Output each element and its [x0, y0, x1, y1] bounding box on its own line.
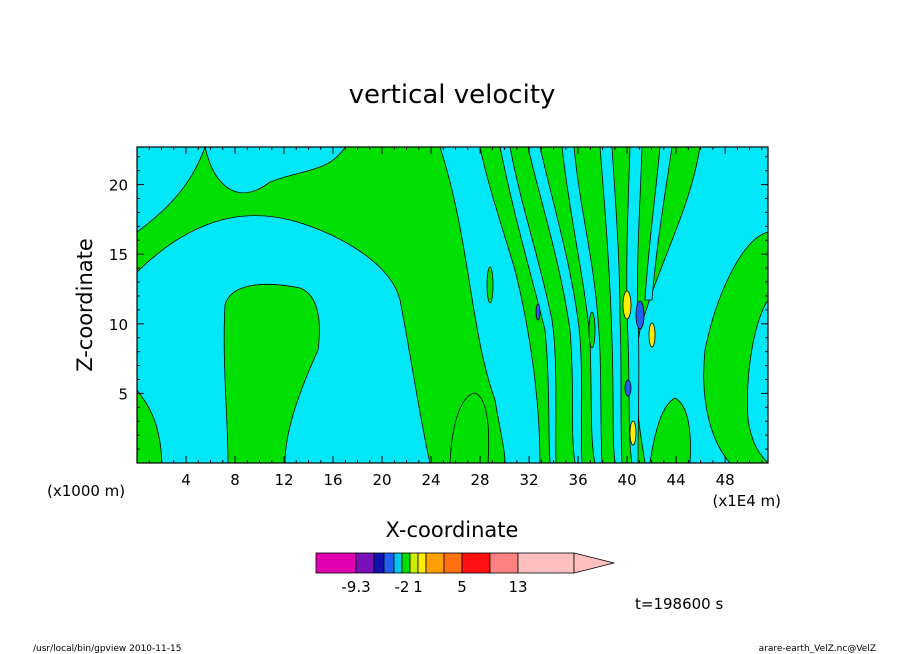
- colorbar-segment: [315, 552, 357, 574]
- plot-frame: [136, 146, 769, 464]
- blob-yellow: [629, 420, 637, 446]
- y-tick-label: 5: [118, 385, 128, 403]
- colorbar-segment: [355, 552, 375, 574]
- blob-blue: [635, 300, 645, 330]
- x-tick-label: 36: [569, 471, 588, 489]
- contour-field: [137, 147, 768, 463]
- x-tick-label: 4: [181, 471, 191, 489]
- x-unit-left: (x1000 m): [47, 482, 125, 500]
- colorbar: -9.3 -2 1 5 13: [315, 552, 615, 596]
- colorbar-segment: [443, 552, 463, 574]
- x-tick-label: 44: [667, 471, 686, 489]
- colorbar-arrow: [573, 552, 615, 574]
- blob-yellow: [648, 322, 656, 348]
- blob-blue: [624, 379, 632, 397]
- blob-green: [486, 266, 494, 304]
- x-tick-label: 20: [373, 471, 392, 489]
- colorbar-segment: [417, 552, 427, 574]
- contour-green-small: [449, 392, 490, 463]
- contour-green-small-right: [649, 397, 691, 463]
- colorbar-segment: [425, 552, 445, 574]
- x-tick-label: 12: [274, 471, 293, 489]
- colorbar-label: 5: [457, 578, 467, 596]
- y-tick-label: 10: [109, 316, 128, 334]
- x-axis-label: X-coordinate: [386, 518, 519, 542]
- blob-yellow: [622, 290, 632, 320]
- colorbar-label: 1: [413, 578, 423, 596]
- footer-right: arare-earth_VelZ.nc@VelZ: [759, 644, 876, 654]
- x-tick-label: 48: [716, 471, 735, 489]
- y-axis-label: Z-coordinate: [73, 238, 97, 372]
- blob-green: [588, 311, 596, 349]
- colorbar-segment: [517, 552, 575, 574]
- colorbar-segment: [383, 552, 395, 574]
- x-tick-label: 16: [323, 471, 342, 489]
- x-tick-label: 24: [422, 471, 441, 489]
- colorbar-label: 13: [508, 578, 527, 596]
- x-tick-label: 28: [471, 471, 490, 489]
- contour-green-lobe: [223, 283, 320, 463]
- x-tick-label: 40: [618, 471, 637, 489]
- x-axis: 4 8 12 16 20 24 28 32 36 40 44 48: [148, 147, 763, 489]
- colorbar-segment: [401, 552, 411, 574]
- colorbar-segment: [393, 552, 403, 574]
- time-label: t=198600 s: [635, 595, 723, 613]
- contour-cyan-streaks: [499, 147, 673, 463]
- contour-cyan-corner: [137, 147, 206, 233]
- y-tick-label: 15: [109, 246, 128, 264]
- x-unit-right: (x1E4 m): [712, 492, 781, 510]
- y-axis: 5 10 15 20: [109, 156, 768, 450]
- blob-blue: [535, 303, 541, 321]
- colorbar-segment: [489, 552, 519, 574]
- contour-cyan-right: [747, 299, 768, 463]
- contour-green-upper-left: [137, 147, 506, 463]
- colorbar-segment: [409, 552, 419, 574]
- colorbar-segment: [373, 552, 385, 574]
- y-tick-label: 20: [109, 177, 128, 195]
- colorbar-label: -9.3: [341, 578, 370, 596]
- colorbar-segment: [461, 552, 491, 574]
- colorbar-label: -2: [395, 578, 410, 596]
- x-tick-label: 8: [230, 471, 240, 489]
- chart-title: vertical velocity: [349, 80, 556, 110]
- footer-left: /usr/local/bin/gpview 2010-11-15: [33, 644, 181, 654]
- x-tick-label: 32: [520, 471, 539, 489]
